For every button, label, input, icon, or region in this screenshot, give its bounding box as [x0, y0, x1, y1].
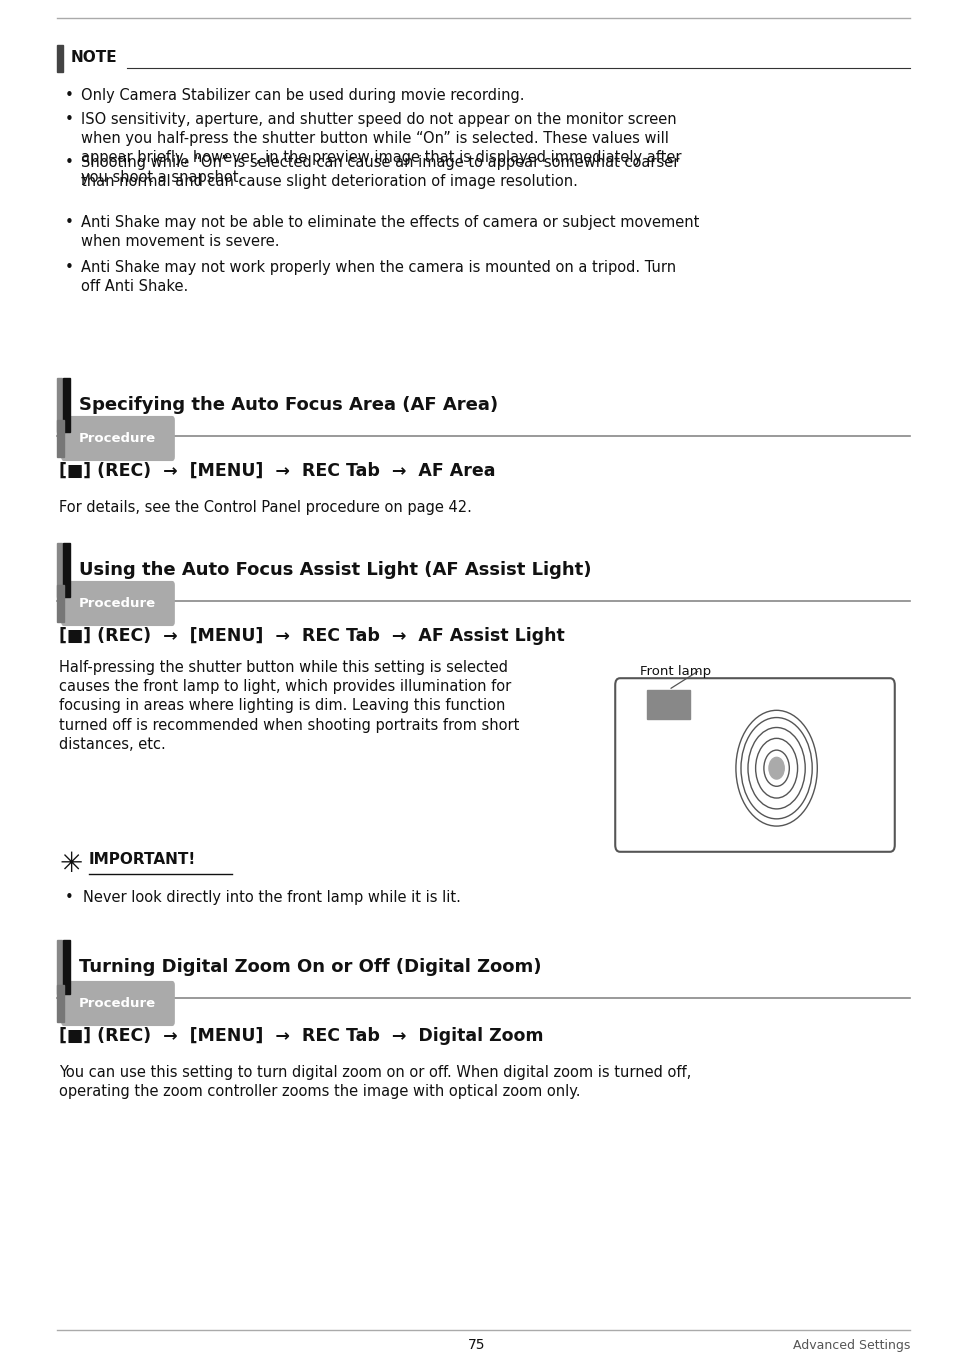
Text: Front lamp: Front lamp	[639, 665, 710, 678]
FancyBboxPatch shape	[615, 678, 894, 852]
Text: ✳: ✳	[59, 849, 82, 878]
Bar	[57, 585, 64, 622]
Text: IMPORTANT!: IMPORTANT!	[89, 852, 196, 867]
Bar	[57, 379, 62, 432]
Text: •: •	[65, 155, 73, 170]
Text: For details, see the Control Panel procedure on page 42.: For details, see the Control Panel proce…	[59, 499, 472, 516]
Text: •: •	[65, 113, 73, 128]
Bar	[63, 379, 70, 432]
Bar	[646, 689, 689, 719]
FancyBboxPatch shape	[61, 417, 174, 461]
FancyBboxPatch shape	[61, 581, 174, 626]
Text: Turning Digital Zoom On or Off (Digital Zoom): Turning Digital Zoom On or Off (Digital …	[79, 958, 541, 976]
Bar	[63, 940, 70, 995]
Text: ISO sensitivity, aperture, and shutter speed do not appear on the monitor screen: ISO sensitivity, aperture, and shutter s…	[81, 113, 680, 185]
Text: [■] (REC)  →  [MENU]  →  REC Tab  →  AF Area: [■] (REC) → [MENU] → REC Tab → AF Area	[59, 461, 495, 480]
Circle shape	[768, 757, 783, 779]
Text: •: •	[65, 214, 73, 229]
Bar	[57, 543, 62, 597]
Text: Using the Auto Focus Assist Light (AF Assist Light): Using the Auto Focus Assist Light (AF As…	[79, 560, 591, 579]
Text: •: •	[65, 88, 73, 103]
Text: •  Never look directly into the front lamp while it is lit.: • Never look directly into the front lam…	[65, 890, 460, 905]
Text: Only Camera Stabilizer can be used during movie recording.: Only Camera Stabilizer can be used durin…	[81, 88, 524, 103]
Bar	[57, 985, 64, 1022]
Text: Anti Shake may not work properly when the camera is mounted on a tripod. Turn
of: Anti Shake may not work properly when th…	[81, 261, 676, 294]
FancyBboxPatch shape	[61, 981, 174, 1026]
Text: [■] (REC)  →  [MENU]  →  REC Tab  →  Digital Zoom: [■] (REC) → [MENU] → REC Tab → Digital Z…	[59, 1027, 543, 1045]
Text: Shooting while “On” is selected can cause an image to appear somewhat coarser
th: Shooting while “On” is selected can caus…	[81, 155, 679, 189]
Text: NOTE: NOTE	[71, 50, 117, 65]
Text: Specifying the Auto Focus Area (AF Area): Specifying the Auto Focus Area (AF Area)	[79, 396, 497, 414]
Text: Half-pressing the shutter button while this setting is selected
causes the front: Half-pressing the shutter button while t…	[59, 660, 518, 752]
Text: Procedure: Procedure	[78, 432, 155, 445]
Text: [■] (REC)  →  [MENU]  →  REC Tab  →  AF Assist Light: [■] (REC) → [MENU] → REC Tab → AF Assist…	[59, 627, 564, 645]
Text: •: •	[65, 261, 73, 275]
Text: Advanced Settings: Advanced Settings	[792, 1338, 909, 1352]
Bar	[63, 543, 70, 597]
Text: Procedure: Procedure	[78, 997, 155, 1010]
Bar	[57, 45, 63, 72]
Bar	[57, 940, 62, 995]
Text: 75: 75	[468, 1338, 485, 1352]
Text: You can use this setting to turn digital zoom on or off. When digital zoom is tu: You can use this setting to turn digital…	[59, 1065, 691, 1099]
Text: Anti Shake may not be able to eliminate the effects of camera or subject movemen: Anti Shake may not be able to eliminate …	[81, 214, 699, 250]
Bar	[57, 421, 64, 457]
Text: Procedure: Procedure	[78, 597, 155, 611]
